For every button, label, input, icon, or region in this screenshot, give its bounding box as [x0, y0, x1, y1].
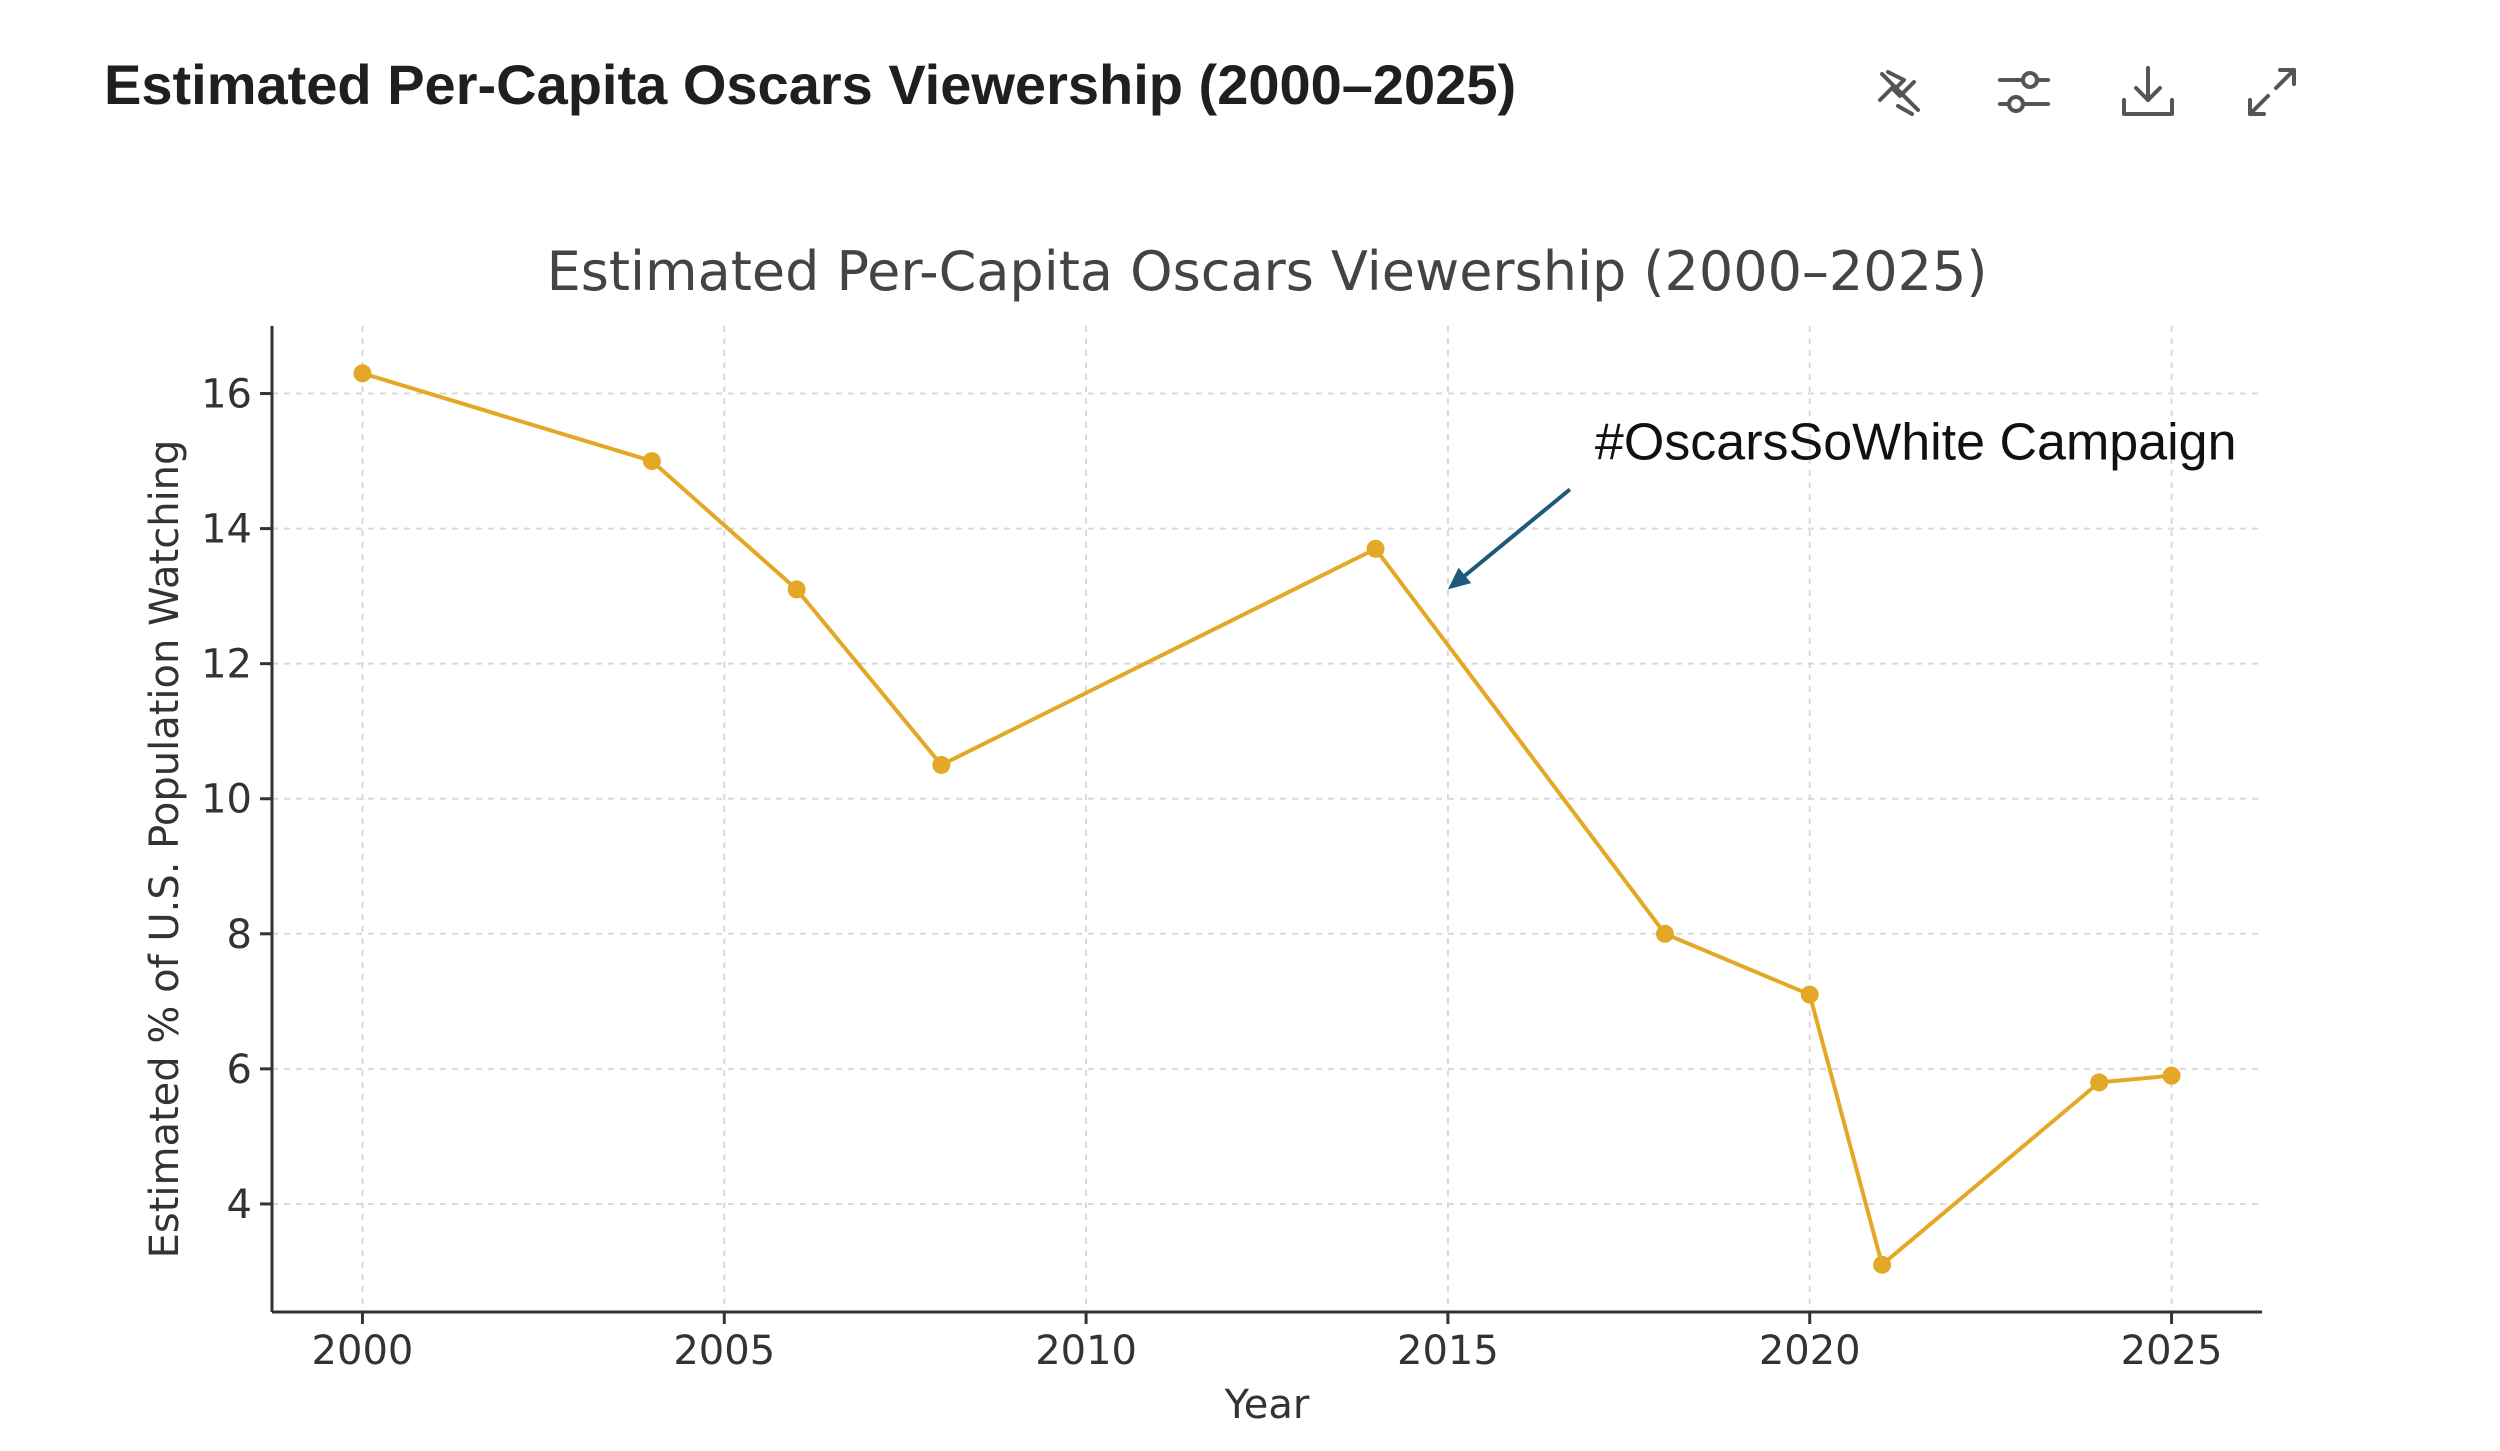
download-button[interactable]	[2108, 52, 2188, 132]
data-point	[787, 580, 806, 599]
data-point	[2162, 1066, 2181, 1085]
page-title: Estimated Per-Capita Oscars Viewership (…	[104, 53, 1517, 116]
data-point	[1656, 924, 1674, 943]
series-line	[361, 371, 2172, 1267]
chart-title: Estimated Per-Capita Oscars Viewership (…	[547, 240, 1988, 303]
annotation-arrow-head	[1447, 567, 1472, 590]
y-tick-label: 14	[201, 507, 252, 553]
chart-header: Estimated Per-Capita Oscars Viewership (…	[0, 0, 2500, 190]
expand-icon	[2248, 68, 2296, 116]
annotation-arrow	[1456, 487, 1572, 583]
chart-toolbar	[1860, 52, 2312, 132]
y-tick-label: 6	[227, 1047, 252, 1093]
y-tick-label: 8	[227, 912, 252, 958]
data-point	[1366, 539, 1385, 558]
y-tick-label: 10	[201, 777, 252, 823]
adjust-button[interactable]	[1984, 52, 2064, 132]
axes: 2000 2005 2010 2015 2020 2025 4 6 8 10 12 14 16	[201, 326, 2262, 1374]
data-point	[642, 452, 661, 471]
data-point	[1800, 985, 1819, 1004]
y-axis-title: Estimated % of U.S. Population Watching	[142, 440, 188, 1259]
download-icon	[2122, 66, 2174, 116]
data-point	[1873, 1255, 1892, 1274]
y-tick-label: 4	[227, 1182, 252, 1228]
x-tick-label: 2020	[1759, 1328, 1861, 1374]
series	[353, 364, 2181, 1274]
chart-type-icon	[1878, 70, 1920, 116]
y-tick-label: 12	[201, 642, 252, 688]
y-tick-label: 16	[201, 372, 252, 418]
data-point	[353, 364, 372, 383]
x-tick-label: 2000	[312, 1328, 414, 1374]
annotation: #OscarsSoWhite Campaign	[1447, 413, 2237, 590]
x-axis-title: Year	[1224, 1382, 1310, 1428]
chart-area: 2000 2005 2010 2015 2020 2025 4 6 8 10 12 14 16 Esti…	[0, 190, 2500, 1451]
expand-button[interactable]	[2232, 52, 2312, 132]
x-tick-label: 2015	[1397, 1328, 1499, 1374]
line-chart: 2000 2005 2010 2015 2020 2025 4 6 8 10 12 14 16 Esti…	[142, 240, 2262, 1428]
chart-type-button[interactable]	[1860, 52, 1940, 132]
data-point	[932, 755, 951, 774]
data-point	[2090, 1073, 2109, 1092]
grid	[272, 326, 2262, 1312]
x-tick-label: 2005	[673, 1328, 775, 1374]
x-tick-label: 2025	[2121, 1328, 2223, 1374]
settings-sliders-icon	[1998, 71, 2050, 113]
annotation-text: #OscarsSoWhite Campaign	[1595, 413, 2237, 471]
x-tick-label: 2010	[1035, 1328, 1137, 1374]
